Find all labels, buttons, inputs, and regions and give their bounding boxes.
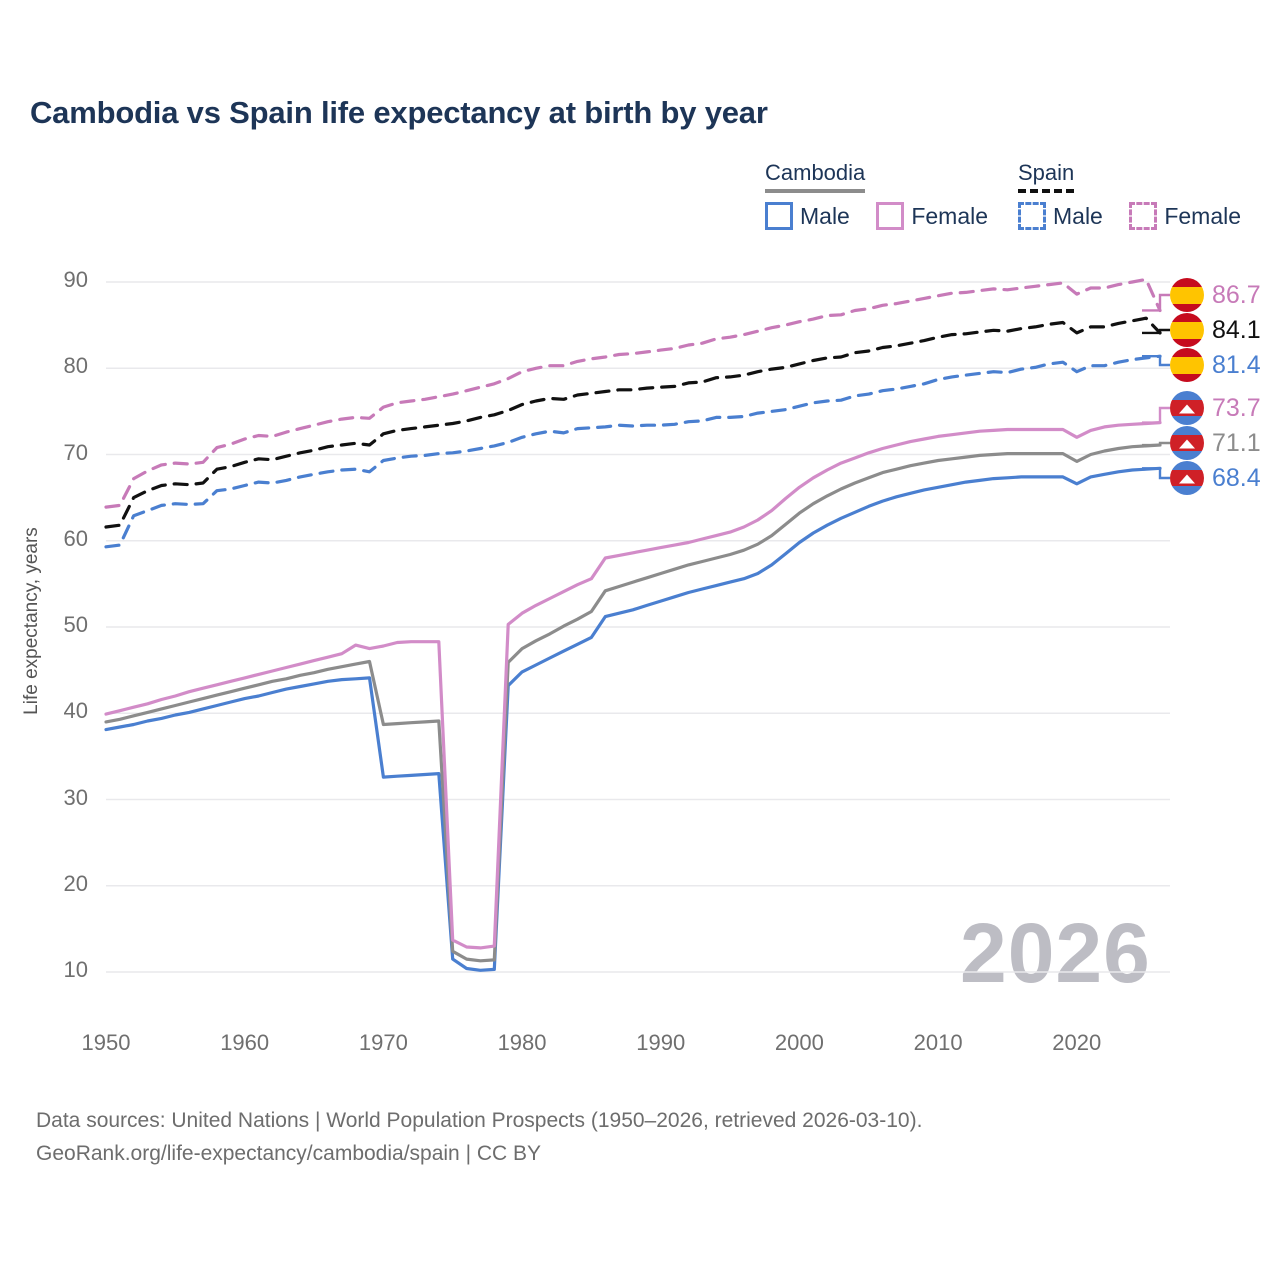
end-label-spain-male: 81.4 — [1170, 348, 1261, 382]
spain-flag-icon — [1170, 348, 1204, 382]
legend-item-cambodia-male[interactable]: Male — [765, 202, 850, 230]
x-axis-tick: 1960 — [220, 1030, 270, 1055]
x-axis-tick: 1980 — [497, 1030, 547, 1055]
leader-line — [1142, 293, 1170, 312]
y-axis-label: Life expectancy, years — [21, 527, 42, 715]
y-axis-tick: 10 — [63, 957, 88, 982]
y-axis-tick: 80 — [63, 353, 88, 379]
end-label-value: 73.7 — [1212, 393, 1261, 422]
series-line-cambodia-total — [104, 443, 1162, 963]
x-axis-tick: 1990 — [636, 1030, 686, 1055]
series-line-spain-total — [104, 316, 1162, 529]
legend-swatch-male-solid-icon — [765, 202, 793, 230]
legend-country-spain: Spain — [1018, 160, 1075, 193]
footer-line-2: GeoRank.org/life-expectancy/cambodia/spa… — [36, 1141, 542, 1165]
year-watermark: 2026 — [960, 906, 1151, 1000]
legend-label-cambodia-female: Female — [911, 202, 989, 229]
legend-country-cambodia: Cambodia — [765, 160, 866, 193]
x-axis-tick: 2010 — [913, 1030, 963, 1055]
x-axis-tick: 1950 — [81, 1030, 131, 1055]
y-axis-tick: 30 — [63, 784, 88, 810]
series-line-spain-male — [104, 354, 1162, 549]
legend-label-spain-male: Male — [1053, 202, 1103, 229]
x-axis-tick: 2020 — [1052, 1030, 1102, 1055]
y-axis-tick: 40 — [63, 698, 88, 724]
chart-legend: Cambodia Male Female Spain Male — [760, 160, 1260, 240]
legend-item-cambodia-female[interactable]: Female — [876, 202, 988, 230]
footer-credits: Data sources: United Nations | World Pop… — [36, 1105, 1246, 1170]
end-label-spain-total: 84.1 — [1170, 313, 1261, 347]
leader-line — [1142, 441, 1170, 447]
legend-items-cambodia: Male Female — [765, 202, 1010, 235]
end-label-cambodia-female: 73.7 — [1170, 391, 1261, 425]
y-axis-tick: 60 — [63, 525, 88, 551]
legend-swatch-male-dashed-icon — [1018, 202, 1046, 230]
end-label-value: 68.4 — [1212, 463, 1261, 492]
end-label-cambodia-male: 68.4 — [1170, 461, 1261, 495]
legend-items-spain: Male Female — [1018, 202, 1263, 235]
legend-swatch-female-dashed-icon — [1129, 202, 1158, 230]
spain-flag-icon — [1170, 278, 1204, 312]
legend-item-spain-female[interactable]: Female — [1129, 202, 1241, 230]
y-axis-tick: 90 — [63, 267, 88, 292]
y-axis-tick: 20 — [63, 870, 88, 896]
legend-group-cambodia: Cambodia Male Female — [765, 160, 988, 230]
series-line-cambodia-male — [104, 466, 1162, 972]
legend-group-spain: Spain Male Female — [1018, 160, 1241, 230]
end-label-spain-female: 86.7 — [1170, 278, 1261, 312]
leader-line — [1142, 467, 1170, 480]
y-axis-tick: 70 — [63, 439, 88, 465]
end-label-value: 86.7 — [1212, 280, 1261, 309]
end-label-value: 71.1 — [1212, 428, 1261, 457]
x-axis-tick: 1970 — [358, 1030, 408, 1055]
cambodia-flag-icon — [1170, 391, 1204, 425]
legend-label-spain-female: Female — [1164, 202, 1242, 229]
end-label-cambodia-total: 71.1 — [1170, 426, 1261, 460]
cambodia-flag-icon — [1170, 461, 1204, 495]
y-axis-tick: 50 — [63, 612, 88, 637]
leader-line — [1142, 328, 1170, 335]
cambodia-flag-icon — [1170, 426, 1204, 460]
legend-item-spain-male[interactable]: Male — [1018, 202, 1103, 230]
leader-line — [1142, 354, 1170, 367]
legend-swatch-female-solid-icon — [876, 202, 905, 230]
leader-line — [1142, 406, 1170, 424]
end-label-value: 81.4 — [1212, 350, 1261, 379]
series-line-spain-female — [104, 277, 1162, 509]
series-line-cambodia-female — [104, 421, 1162, 950]
legend-label-cambodia-male: Male — [800, 202, 850, 229]
spain-flag-icon — [1170, 313, 1204, 347]
end-label-value: 84.1 — [1212, 315, 1261, 344]
x-axis-tick: 2000 — [774, 1030, 824, 1055]
footer-line-1: Data sources: United Nations | World Pop… — [36, 1109, 923, 1132]
page-title: Cambodia vs Spain life expectancy at bir… — [30, 95, 768, 130]
